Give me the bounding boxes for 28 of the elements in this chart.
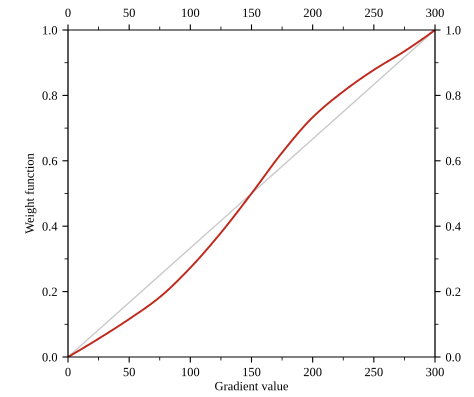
x2-tick-label: 50 — [124, 8, 135, 18]
x-tick-label: 150 — [243, 368, 260, 376]
y2-tick-label: 0.8 — [446, 91, 461, 100]
y-tick-label: 0.4 — [42, 222, 58, 231]
x-tick-label: 0 — [65, 368, 71, 376]
x-tick-label: 50 — [124, 368, 135, 376]
y2-tick-label: 1.0 — [446, 26, 461, 35]
x2-tick-label: 300 — [426, 8, 444, 18]
y-axis-title: Weight function — [24, 153, 36, 234]
x-axis-title: Gradient value — [215, 382, 288, 390]
x-tick-label: 200 — [304, 368, 322, 376]
y-tick-label: 0.0 — [42, 353, 58, 362]
y2-tick-label: 0.4 — [446, 222, 461, 231]
y2-tick-label: 0.0 — [446, 353, 461, 362]
y2-tick-label: 0.2 — [446, 288, 460, 296]
y-tick-label: 0.8 — [42, 91, 58, 100]
x-tick-label: 250 — [365, 368, 383, 376]
x2-tick-label: 200 — [304, 8, 322, 18]
y-tick-label: 1.0 — [43, 26, 58, 35]
x2-tick-label: 150 — [243, 8, 260, 18]
y2-tick-label: 0.6 — [446, 156, 461, 166]
y-tick-label: 0.2 — [42, 288, 57, 296]
x2-tick-label: 0 — [65, 8, 71, 18]
y-tick-label: 0.6 — [42, 156, 58, 166]
x-tick-label: 100 — [182, 368, 200, 376]
x-tick-label: 300 — [426, 368, 444, 376]
x2-tick-label: 250 — [365, 8, 383, 18]
x2-tick-label: 100 — [182, 8, 200, 18]
